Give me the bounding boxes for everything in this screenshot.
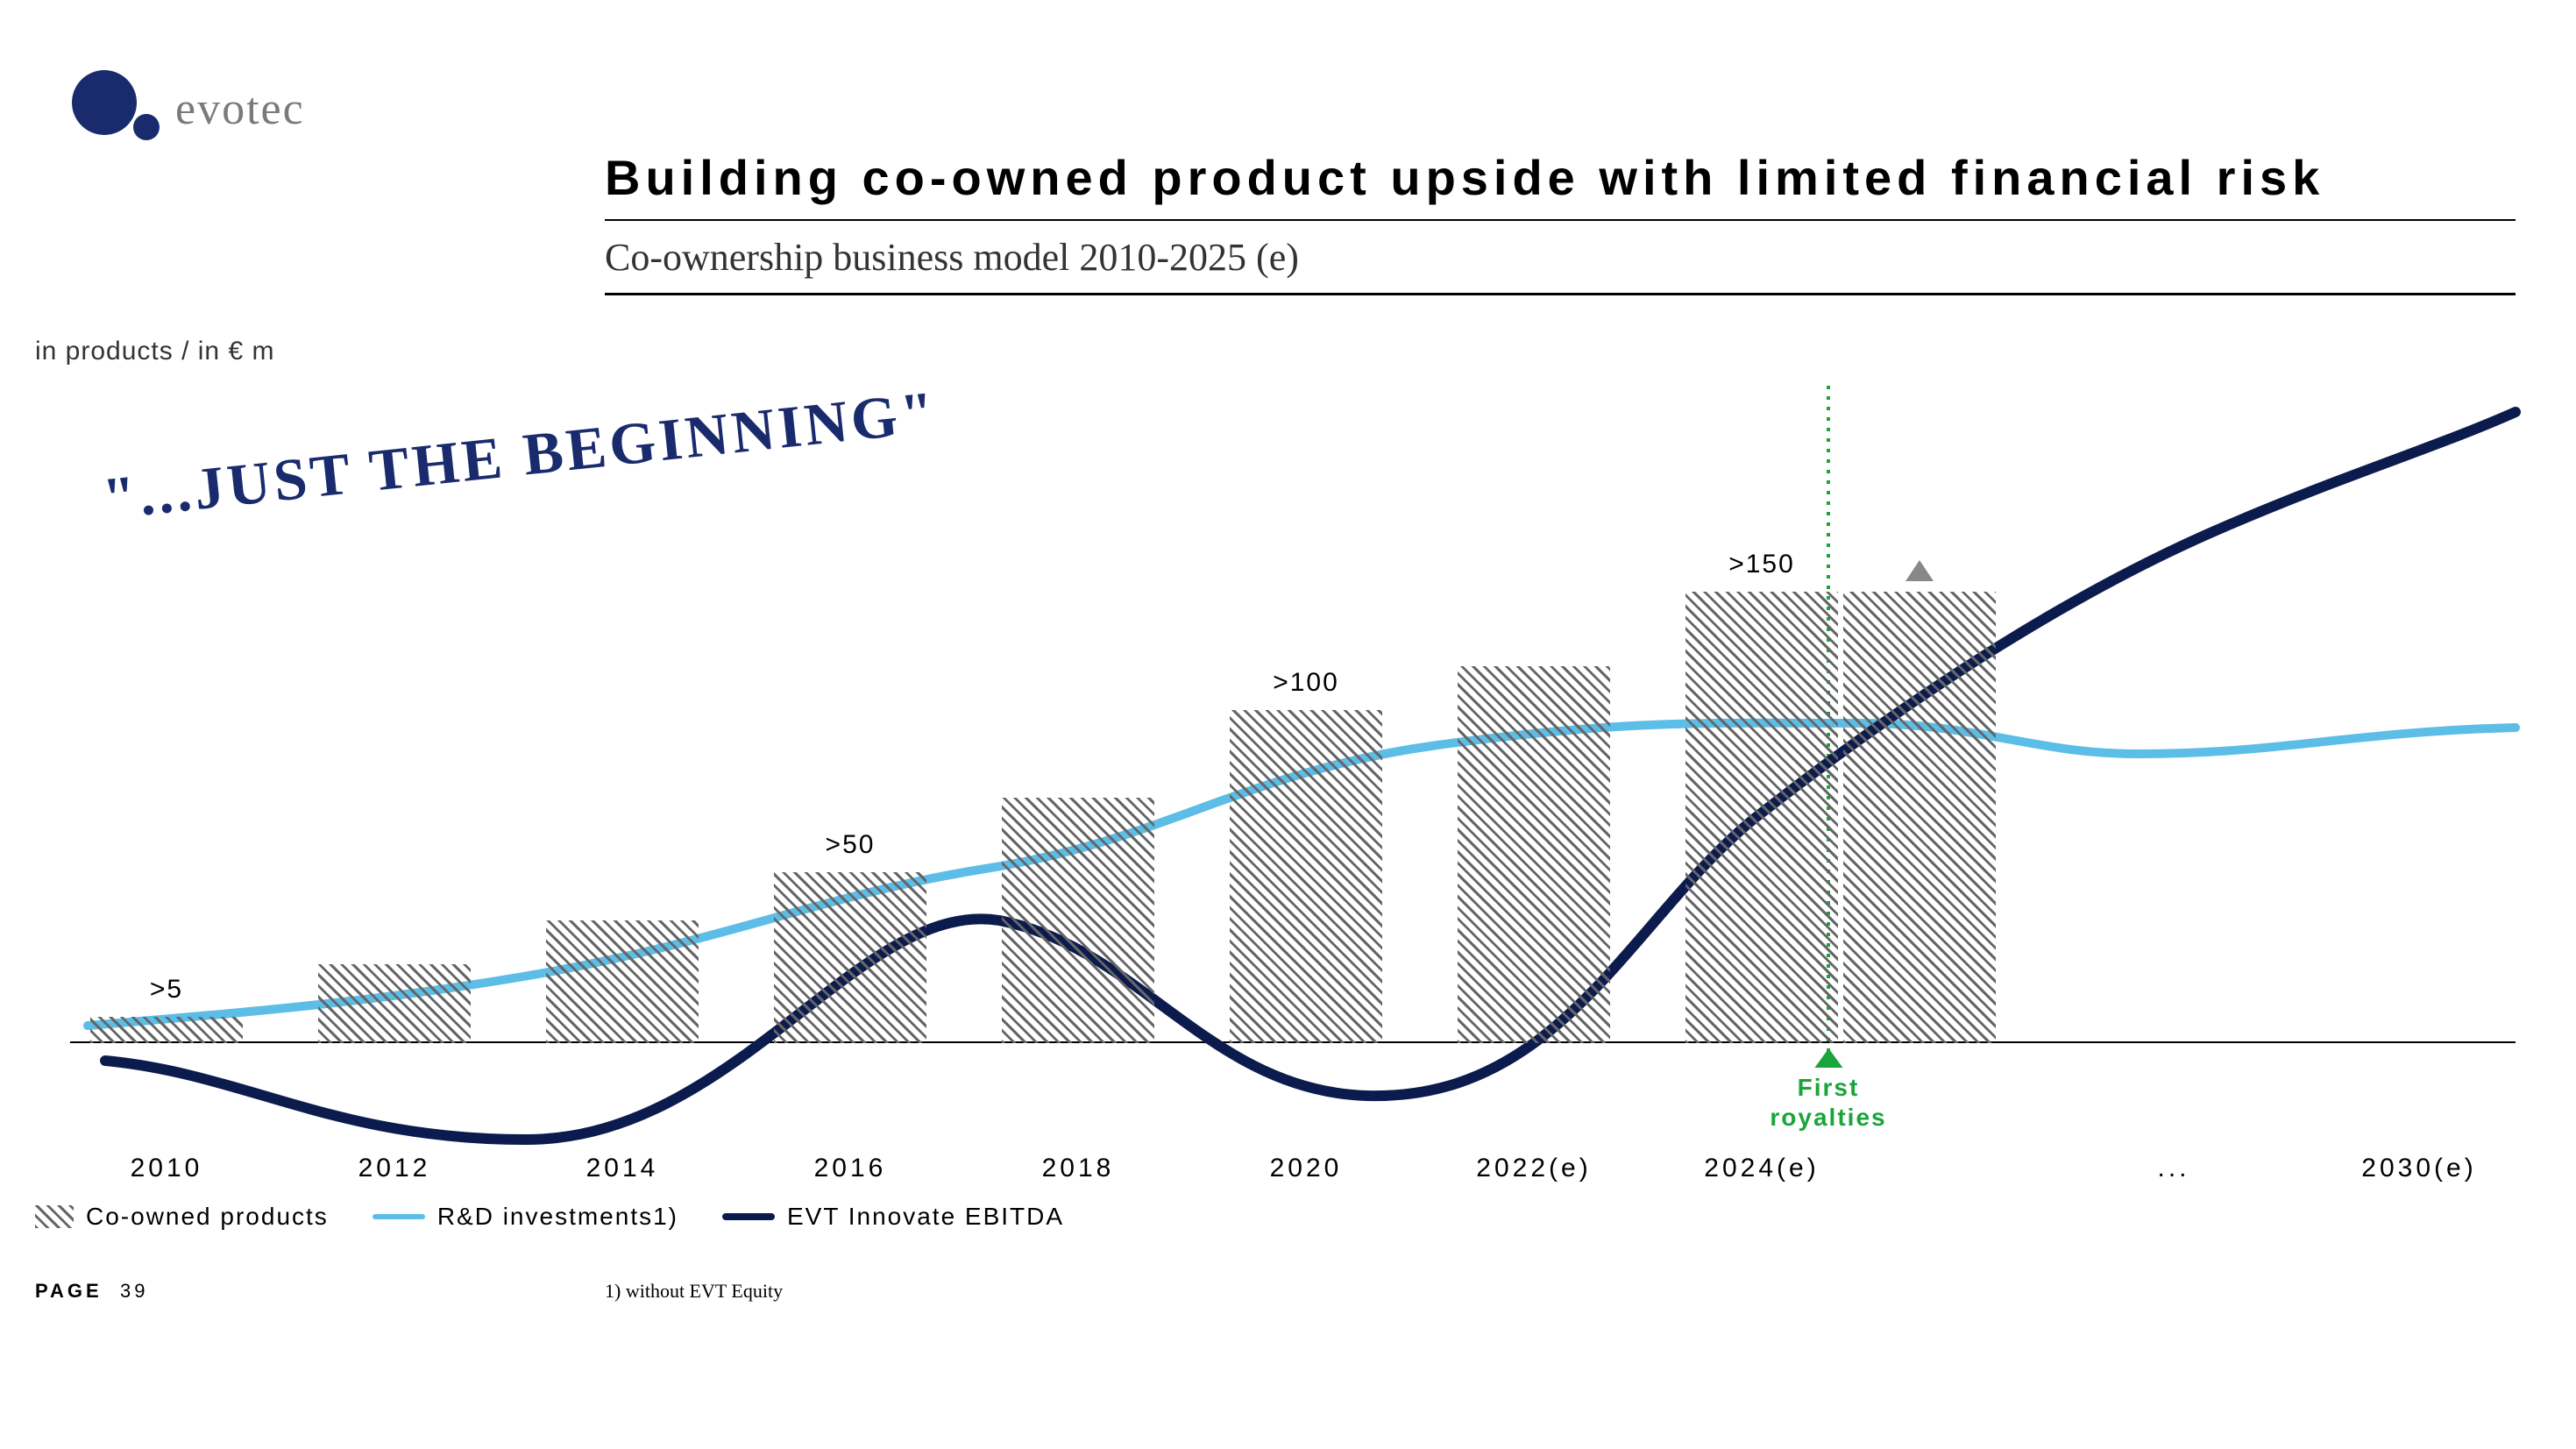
bar [546, 920, 699, 1043]
triangle-up-icon [1905, 560, 1934, 581]
logo-dot-small [133, 114, 160, 140]
x-tick-label: 2014 [586, 1154, 659, 1183]
bar [774, 872, 926, 1043]
legend-item: R&D investments1) [373, 1203, 678, 1231]
x-tick-label: 2012 [358, 1154, 431, 1183]
legend-label: EVT Innovate EBITDA [787, 1203, 1064, 1231]
bar-label: >100 [1273, 668, 1339, 698]
legend-item: Co-owned products [35, 1203, 329, 1231]
bar-label: >50 [826, 830, 876, 860]
legend-item: EVT Innovate EBITDA [722, 1203, 1064, 1231]
x-tick-label: 2020 [1270, 1154, 1343, 1183]
legend-swatch [722, 1213, 775, 1220]
x-tick-label: 2010 [131, 1154, 203, 1183]
logo: evotec [72, 70, 305, 135]
x-axis-labels: 2010 2012 2014 2016 2018 2020 2022(e) 2024(e)..… [70, 1154, 2516, 1189]
x-tick-label: 2024(e) [1704, 1154, 1819, 1183]
divider-top [605, 219, 2516, 221]
x-tick-label: 2030(e) [2361, 1154, 2476, 1183]
page-label: PAGE [35, 1280, 103, 1302]
page-number: 39 [120, 1280, 148, 1302]
footnote: 1) without EVT Equity [605, 1280, 783, 1303]
page-subtitle: Co-ownership business model 2010-2025 (e… [605, 235, 1299, 280]
logo-dot-large [72, 70, 137, 135]
x-tick-label: 2016 [814, 1154, 887, 1183]
bar [1843, 592, 1996, 1043]
legend-swatch [35, 1205, 74, 1228]
x-tick-label: ... [2157, 1154, 2189, 1183]
bar [1685, 592, 1838, 1043]
logo-text: evotec [175, 83, 305, 135]
bar [1002, 798, 1154, 1043]
x-tick-label: 2018 [1042, 1154, 1115, 1183]
first-royalties-label: Firstroyalties [1770, 1048, 1886, 1132]
legend-label: R&D investments1) [437, 1203, 678, 1231]
page-footer: PAGE 39 [35, 1280, 148, 1303]
divider-bottom [605, 293, 2516, 295]
legend: Co-owned products R&D investments1) EVT In… [35, 1203, 1064, 1231]
bar-label: >5 [150, 975, 183, 1005]
bar [1458, 666, 1610, 1043]
bar [318, 964, 471, 1043]
legend-swatch [373, 1214, 425, 1219]
legend-label: Co-owned products [86, 1203, 329, 1231]
bar [1230, 710, 1382, 1043]
y-axis-unit: in products / in € m [35, 337, 274, 366]
x-tick-label: 2022(e) [1476, 1154, 1591, 1183]
page-title: Building co-owned product upside with li… [605, 149, 2324, 206]
chart-area: >5 >50 >100 >150 [70, 377, 2516, 1043]
bar-label: >150 [1728, 550, 1795, 579]
bar [90, 1017, 243, 1043]
